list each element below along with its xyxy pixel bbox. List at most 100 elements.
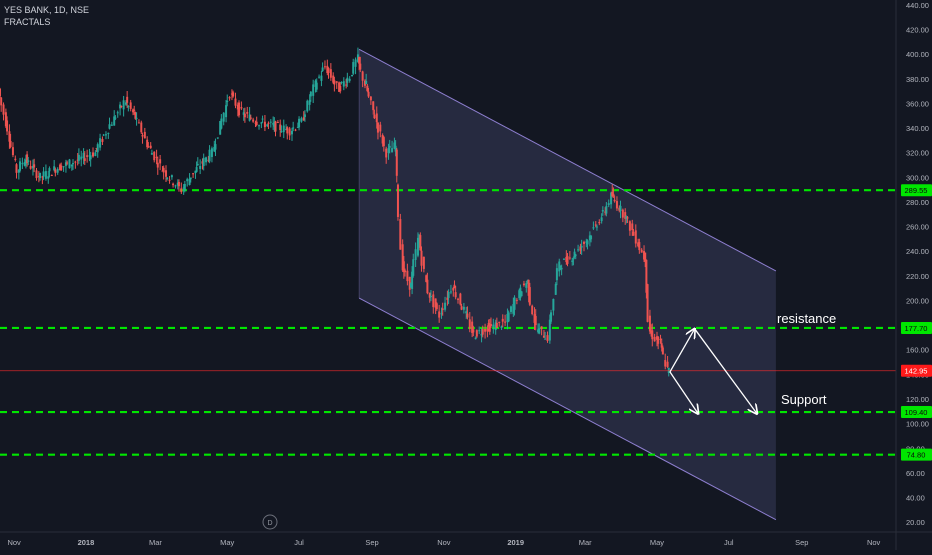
candle[interactable] (68, 158, 71, 169)
candle[interactable] (54, 167, 57, 177)
channel-upper-line[interactable] (358, 48, 777, 272)
candle[interactable] (329, 63, 332, 81)
candle[interactable] (59, 163, 62, 171)
candle[interactable] (422, 256, 425, 273)
candle[interactable] (577, 244, 580, 252)
candle[interactable] (143, 127, 146, 139)
candle[interactable] (600, 213, 603, 224)
candle[interactable] (213, 140, 216, 153)
channel-fill[interactable] (359, 49, 776, 520)
candle[interactable] (314, 79, 317, 93)
candle[interactable] (176, 179, 179, 190)
candle[interactable] (180, 182, 183, 194)
candle[interactable] (156, 156, 159, 175)
candle[interactable] (120, 105, 123, 109)
candle[interactable] (659, 334, 662, 344)
candle[interactable] (70, 164, 73, 171)
candle[interactable] (172, 182, 175, 188)
candle[interactable] (568, 250, 571, 260)
candle[interactable] (276, 120, 279, 124)
candle[interactable] (339, 82, 342, 94)
candle[interactable] (579, 243, 582, 254)
candle[interactable] (379, 121, 382, 138)
candle[interactable] (544, 331, 547, 340)
candle[interactable] (471, 316, 474, 338)
candle[interactable] (646, 283, 649, 323)
candle[interactable] (366, 83, 369, 93)
candle[interactable] (110, 121, 113, 126)
candle[interactable] (56, 167, 59, 175)
projection-arrow-0[interactable] (669, 371, 698, 414)
candle[interactable] (47, 171, 50, 184)
candle[interactable] (434, 298, 437, 315)
candle[interactable] (94, 150, 97, 157)
candle[interactable] (166, 176, 169, 181)
candle[interactable] (555, 263, 558, 286)
candle[interactable] (236, 102, 239, 117)
candle[interactable] (11, 142, 14, 158)
candle[interactable] (585, 238, 588, 248)
candle[interactable] (42, 167, 45, 181)
candle[interactable] (24, 154, 27, 169)
candle[interactable] (122, 95, 125, 117)
candle[interactable] (527, 279, 530, 303)
candle[interactable] (645, 259, 648, 299)
candle[interactable] (192, 172, 195, 178)
candle[interactable] (333, 76, 336, 92)
candle[interactable] (86, 149, 89, 163)
candle[interactable] (638, 238, 641, 254)
candle[interactable] (188, 173, 191, 186)
candle[interactable] (559, 265, 562, 271)
candle[interactable] (258, 124, 261, 130)
candle[interactable] (124, 100, 127, 106)
candle[interactable] (92, 147, 95, 158)
candle[interactable] (0, 97, 3, 112)
candle[interactable] (478, 326, 481, 335)
candle[interactable] (560, 264, 563, 276)
candle[interactable] (480, 328, 483, 343)
candle[interactable] (352, 58, 355, 76)
candle[interactable] (420, 246, 423, 272)
candle[interactable] (411, 266, 414, 295)
candle[interactable] (552, 298, 555, 316)
candle[interactable] (300, 116, 303, 123)
candle[interactable] (6, 116, 9, 136)
candle[interactable] (205, 156, 208, 166)
candle[interactable] (101, 136, 104, 145)
candle[interactable] (537, 323, 540, 334)
candle[interactable] (252, 117, 255, 123)
candle[interactable] (44, 164, 47, 181)
candle[interactable] (562, 258, 565, 260)
candle[interactable] (558, 258, 561, 277)
candle[interactable] (504, 314, 507, 326)
candle[interactable] (210, 146, 213, 163)
candle[interactable] (598, 219, 601, 226)
candle[interactable] (406, 263, 409, 286)
candle[interactable] (453, 280, 456, 289)
candle[interactable] (462, 302, 465, 314)
candle[interactable] (135, 112, 138, 126)
candle[interactable] (194, 170, 197, 179)
candle[interactable] (507, 310, 510, 323)
candle[interactable] (474, 336, 477, 340)
candle[interactable] (14, 155, 17, 162)
candle[interactable] (338, 81, 341, 92)
candle[interactable] (315, 78, 318, 93)
candle[interactable] (199, 159, 202, 175)
candle[interactable] (76, 153, 79, 166)
candle[interactable] (196, 157, 199, 167)
candle[interactable] (9, 133, 12, 149)
candle[interactable] (302, 111, 305, 121)
candle[interactable] (542, 329, 545, 338)
candle[interactable] (220, 114, 223, 130)
candle[interactable] (382, 136, 385, 152)
candle[interactable] (631, 219, 634, 236)
candle[interactable] (554, 282, 557, 295)
candle[interactable] (498, 321, 501, 327)
candle[interactable] (348, 76, 351, 83)
candle[interactable] (595, 224, 598, 231)
candle[interactable] (31, 159, 34, 176)
candle[interactable] (387, 143, 390, 160)
candle[interactable] (369, 95, 372, 105)
candle[interactable] (104, 131, 107, 140)
